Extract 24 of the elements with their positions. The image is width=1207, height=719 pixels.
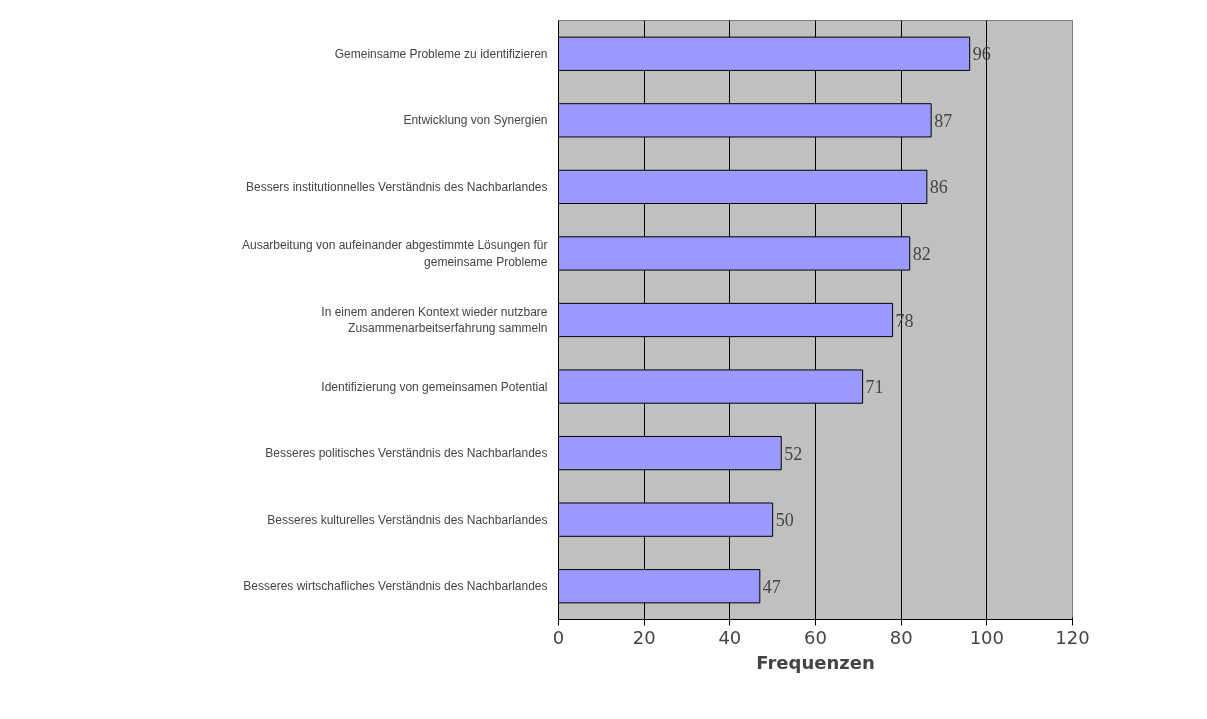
y-tick-label: Ausarbeitung von aufeinander abgestimmte Lösungen für gemeinsame Probleme — [241, 238, 548, 269]
x-tick-label: 40 — [718, 626, 742, 648]
x-tick-label: 80 — [889, 626, 913, 648]
x-tick-label: 100 — [969, 626, 1005, 648]
x-tick-label: 60 — [804, 626, 827, 648]
x-tick-label: 120 — [1055, 626, 1090, 648]
y-tick-label: Entwicklung von Synergien — [403, 113, 548, 128]
x-axis-title: Frequenzen — [756, 651, 875, 673]
data-label: 71 — [865, 377, 884, 398]
data-label: 50 — [775, 510, 794, 531]
y-tick-label: Gemeinsame Probleme zu identifizieren — [334, 46, 548, 61]
y-tick-label: Besseres wirtschafliches Verständnis des Nachbarlandes — [243, 579, 548, 594]
data-label: 87 — [934, 110, 953, 131]
data-label: 86 — [929, 177, 948, 198]
data-label: 82 — [912, 243, 931, 264]
x-tick-label: 0 — [552, 626, 565, 648]
data-label: 47 — [762, 576, 781, 597]
y-tick-label: Besseres kulturelles Verständnis des Nachbarlandes — [267, 512, 548, 527]
data-label: 52 — [784, 443, 803, 464]
y-tick-label: Identifizierung von gemeinsamen Potential — [321, 379, 548, 394]
y-tick-label: Bessers institutionnelles Verständnis des Nachbarlandes — [245, 179, 548, 194]
x-tick-label: 20 — [632, 626, 656, 648]
y-tick-label: In einem anderen Kontext wieder nutzbare Zusammenarbeitserfahrung sammeln — [321, 304, 548, 336]
y-tick-label: Besseres politisches Verständnis des Nachbarlandes — [265, 446, 548, 461]
